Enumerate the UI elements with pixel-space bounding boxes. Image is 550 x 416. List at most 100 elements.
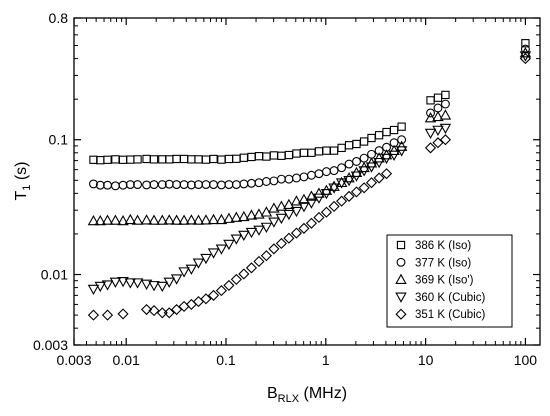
- x-axis-title: BRLX (MHz): [267, 385, 347, 405]
- data-point-triangle-down: [424, 128, 437, 140]
- data-point-circle: [133, 180, 143, 190]
- data-point-diamond: [380, 168, 393, 180]
- x-axis-title-subscript: RLX: [278, 393, 300, 405]
- data-point-triangle-down: [260, 222, 273, 233]
- legend-marker-triangle-down: [395, 292, 407, 303]
- data-point-triangle-up: [101, 214, 114, 225]
- legend-item: 386 K (Iso): [396, 240, 471, 252]
- data-point-square: [201, 155, 211, 164]
- data-point-triangle-up: [313, 187, 325, 198]
- legend-label: 360 K (Cubic): [415, 292, 485, 304]
- data-point-circle: [149, 180, 159, 190]
- x-tick-label: 0.003: [56, 352, 91, 368]
- data-point-square: [217, 155, 226, 164]
- data-point-triangle-down: [94, 281, 107, 293]
- data-point-triangle-down: [101, 280, 114, 291]
- x-tick-label: 0.01: [113, 352, 140, 368]
- data-point-triangle-up: [305, 190, 318, 201]
- y-axis-title: T1 (s): [13, 161, 33, 200]
- data-point-circle: [231, 180, 241, 190]
- legend-item: 351 K (Cubic): [395, 308, 485, 321]
- data-point-triangle-down: [439, 123, 452, 135]
- data-point-circle: [359, 153, 369, 163]
- data-point-diamond: [207, 289, 220, 301]
- data-point-square: [299, 148, 309, 157]
- data-point-triangle-up: [131, 214, 144, 225]
- data-point-circle: [321, 167, 331, 177]
- data-point-triangle-down: [124, 278, 137, 289]
- data-point-triangle-up: [373, 152, 385, 163]
- y-tick-label: 0.01: [41, 267, 68, 283]
- data-point-triangle-down: [380, 153, 393, 165]
- data-point-triangle-down: [163, 277, 175, 288]
- series-2: [87, 47, 532, 226]
- data-point-triangle-up: [200, 214, 212, 225]
- data-point-diamond: [298, 222, 310, 234]
- data-point-diamond: [87, 309, 100, 321]
- data-point-triangle-up: [395, 140, 408, 151]
- data-point-square: [239, 153, 249, 162]
- data-point-diamond: [156, 307, 168, 319]
- series-0: [89, 39, 530, 165]
- data-point-triangle-down: [230, 234, 243, 245]
- data-point-triangle-down: [140, 279, 153, 290]
- y-tick-label: 0.003: [33, 337, 68, 353]
- data-point-circle: [125, 180, 135, 190]
- data-point-triangle-down: [207, 248, 220, 259]
- series-layer: [87, 39, 532, 321]
- data-point-triangle-down: [328, 183, 340, 194]
- data-point-triangle-down: [178, 267, 190, 278]
- data-point-triangle-down: [365, 162, 378, 173]
- data-point-circle: [95, 180, 105, 190]
- data-point-circle: [329, 166, 339, 176]
- data-point-circle: [374, 146, 384, 156]
- legend-marker-triangle-up: [395, 273, 407, 284]
- data-point-triangle-down: [305, 198, 318, 209]
- data-point-circle: [89, 179, 98, 189]
- data-point-triangle-down: [268, 217, 280, 228]
- data-point-circle: [426, 108, 435, 118]
- data-point-diamond: [223, 279, 235, 292]
- data-point-square: [397, 122, 406, 131]
- legend: 386 K (Iso) 377 K (Iso) 369 K (Iso') 360 K …: [386, 234, 513, 328]
- data-point-diamond: [365, 177, 378, 189]
- data-point-circle: [247, 178, 256, 188]
- data-point-circle: [261, 177, 271, 186]
- data-point-triangle-up: [87, 214, 100, 226]
- data-point-circle: [142, 180, 152, 190]
- data-point-square: [322, 146, 331, 155]
- data-point-triangle-up: [207, 213, 220, 225]
- data-point-triangle-down: [192, 258, 205, 269]
- data-point-triangle-up: [245, 209, 258, 220]
- data-point-diamond: [253, 255, 265, 268]
- legend-marker-square: [396, 240, 406, 250]
- data-point-triangle-up: [223, 212, 235, 223]
- data-point-triangle-up: [94, 214, 107, 226]
- data-point-circle: [314, 169, 324, 179]
- data-point-diamond: [350, 186, 363, 198]
- data-point-square: [194, 155, 203, 164]
- data-point-circle: [291, 173, 301, 183]
- data-point-triangle-down: [170, 274, 183, 285]
- data-point-triangle-up: [178, 214, 190, 225]
- data-point-diamond: [245, 262, 258, 274]
- data-point-diamond: [238, 268, 250, 280]
- data-point-square: [232, 154, 241, 163]
- data-point-circle: [276, 174, 286, 184]
- data-point-square: [118, 155, 128, 164]
- x-axis-title-unit: (MHz): [299, 385, 347, 402]
- data-point-diamond: [328, 200, 340, 213]
- legend-item: 369 K (Iso'): [395, 273, 474, 287]
- data-point-circle: [239, 179, 249, 189]
- x-tick-label: 1: [322, 352, 330, 368]
- data-point-triangle-up: [275, 200, 288, 211]
- data-point-circle: [254, 178, 264, 188]
- data-point-diamond: [117, 308, 129, 320]
- legend-label: 369 K (Iso'): [415, 275, 474, 287]
- data-point-square: [433, 93, 443, 102]
- data-point-triangle-up: [170, 214, 183, 225]
- data-point-triangle-down: [275, 213, 288, 225]
- data-point-circle: [367, 149, 376, 159]
- data-point-triangle-down: [298, 202, 310, 213]
